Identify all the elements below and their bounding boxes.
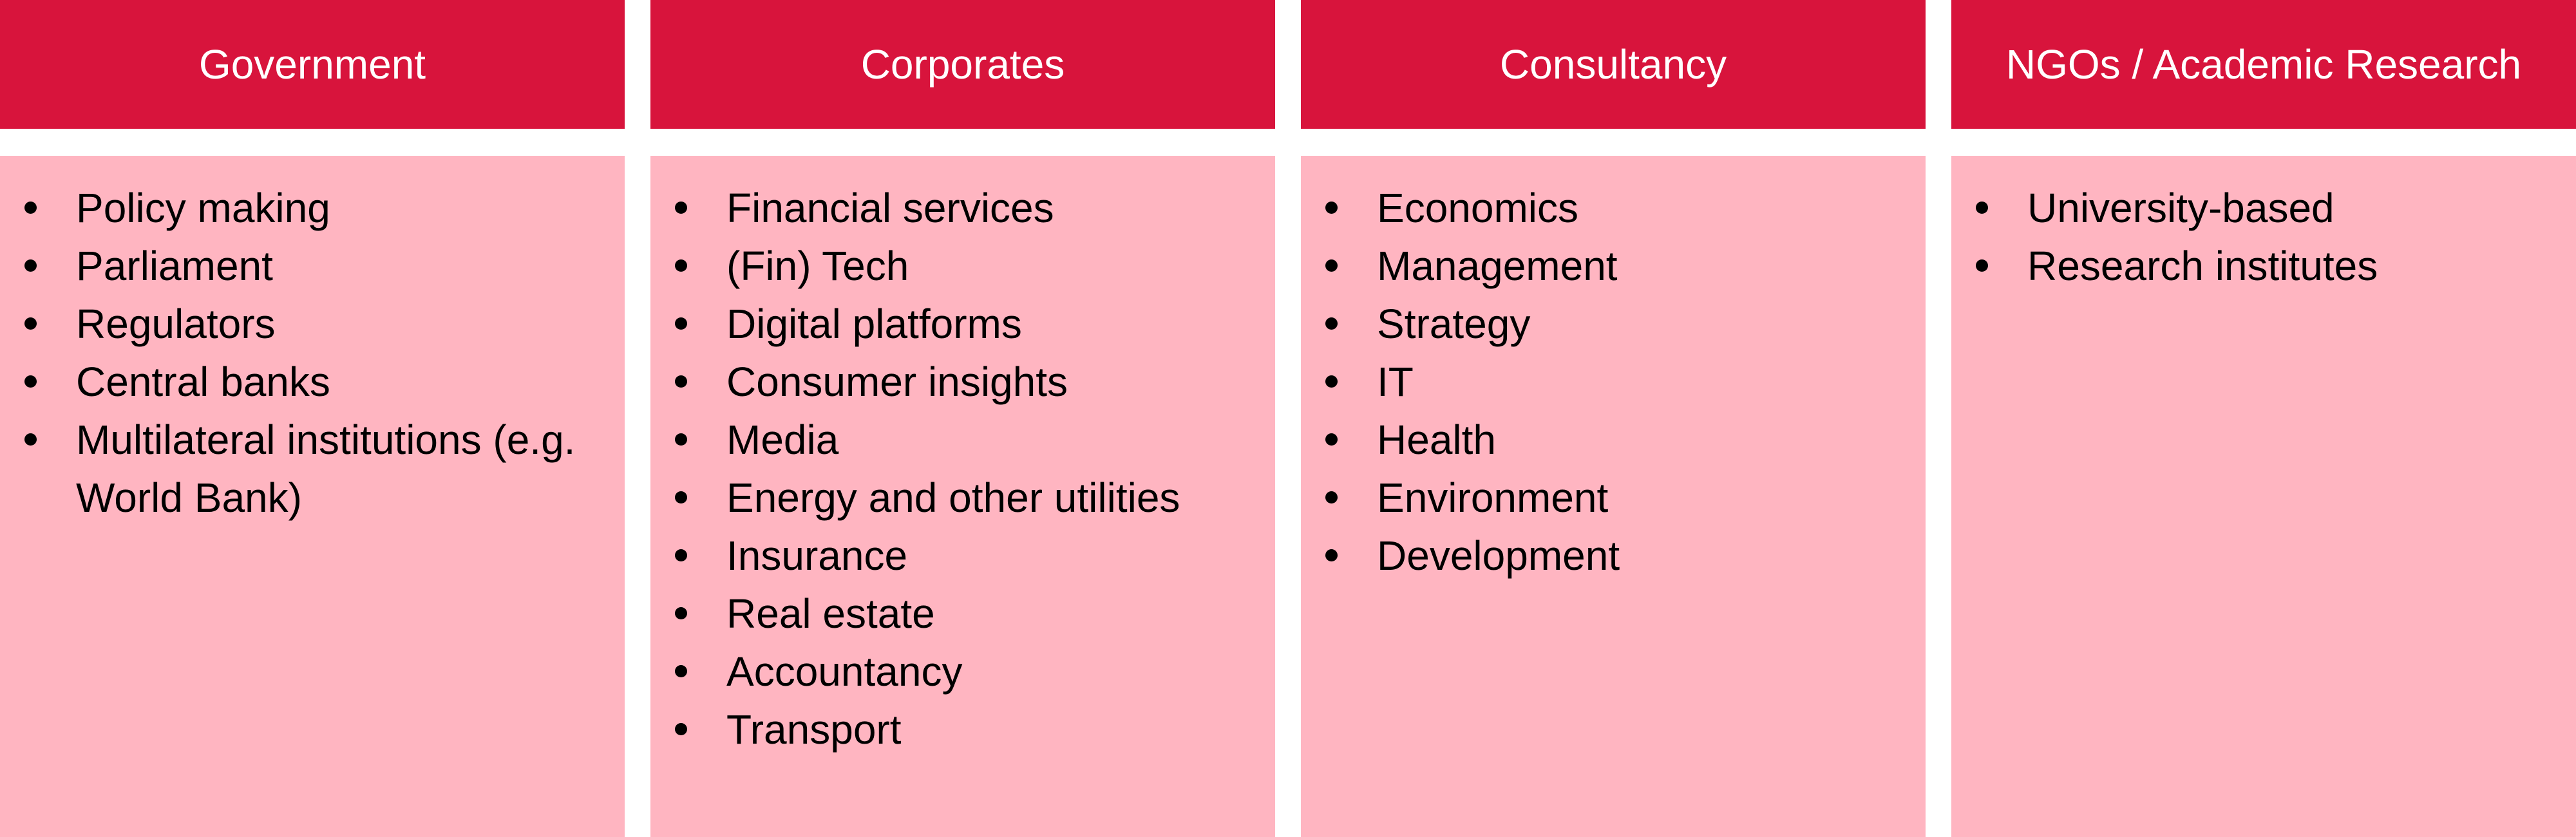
item-label: Strategy [1377,301,1531,347]
bullet-icon [675,259,687,272]
column-header-consultancy: Consultancy [1301,0,1926,129]
bullet-icon [675,491,687,503]
list-item: Management [1301,237,1906,295]
column-government: Government Policy making Parliament Regulat… [0,0,625,837]
item-label: Parliament [76,243,273,289]
bullet-icon [675,607,687,619]
item-label: Health [1377,417,1496,463]
bullet-icon [675,375,687,388]
column-title: Government [198,41,426,88]
item-label: Multilateral institutions (e.g. World Ba… [76,417,576,521]
item-label: Environment [1377,475,1609,521]
item-list: Financial services (Fin) Tech Digital plat… [650,179,1256,758]
column-panel-consultancy: Economics Management Strategy IT Health Envir… [1301,156,1926,837]
bullet-icon [24,202,37,214]
list-item: Development [1301,527,1906,585]
list-item: Financial services [650,179,1256,237]
item-label: Media [726,417,839,463]
item-label: Consumer insights [726,359,1068,405]
column-ngos-academic-research: NGOs / Academic Research University-based… [1951,0,2576,837]
item-list: Economics Management Strategy IT Health Envir… [1301,179,1906,585]
list-item: Energy and other utilities [650,469,1256,527]
bullet-icon [1325,375,1338,388]
list-item: Research institutes [1951,237,2557,295]
list-item: Media [650,411,1256,469]
column-corporates: Corporates Financial services (Fin) Tech Di… [650,0,1275,837]
column-title: Consultancy [1499,41,1727,88]
item-label: Research institutes [2027,243,2378,289]
bullet-icon [1325,317,1338,330]
item-list: Policy making Parliament Regulators Central… [0,179,605,527]
item-label: Energy and other utilities [726,475,1180,521]
list-item: Accountancy [650,643,1256,701]
item-label: Insurance [726,532,908,579]
bullet-icon [1325,549,1338,561]
list-item: Consumer insights [650,353,1256,411]
column-header-ngos-academic-research: NGOs / Academic Research [1951,0,2576,129]
bullet-icon [1976,202,1988,214]
bullet-icon [675,723,687,735]
bullet-icon [675,665,687,677]
list-item: Parliament [0,237,605,295]
list-item: Transport [650,701,1256,758]
item-label: Financial services [726,185,1054,231]
item-label: University-based [2027,185,2334,231]
column-consultancy: Consultancy Economics Management Strategy IT… [1301,0,1926,837]
column-title: NGOs / Academic Research [2005,41,2522,88]
bullet-icon [1325,491,1338,503]
item-label: Regulators [76,301,276,347]
item-label: Transport [726,706,902,753]
item-label: Real estate [726,590,935,637]
column-panel-corporates: Financial services (Fin) Tech Digital plat… [650,156,1275,837]
column-header-corporates: Corporates [650,0,1275,129]
item-label: Accountancy [726,648,963,695]
bullet-icon [24,259,37,272]
list-item: Digital platforms [650,295,1256,353]
list-item: Policy making [0,179,605,237]
list-item: Central banks [0,353,605,411]
bullet-icon [24,433,37,446]
list-item: Strategy [1301,295,1906,353]
list-item: Insurance [650,527,1256,585]
item-label: Management [1377,243,1618,289]
list-item: IT [1301,353,1906,411]
bullet-icon [675,549,687,561]
bullet-icon [1325,433,1338,446]
item-label: Central banks [76,359,330,405]
list-item: Health [1301,411,1906,469]
bullet-icon [24,375,37,388]
item-label: Economics [1377,185,1578,231]
item-label: Policy making [76,185,330,231]
list-item: Environment [1301,469,1906,527]
bullet-icon [675,433,687,446]
item-label: Development [1377,532,1620,579]
column-panel-government: Policy making Parliament Regulators Central… [0,156,625,837]
bullet-icon [1325,202,1338,214]
item-label: IT [1377,359,1414,405]
bullet-icon [24,317,37,330]
list-item: Regulators [0,295,605,353]
item-label: (Fin) Tech [726,243,909,289]
column-panel-ngos-academic-research: University-based Research institutes [1951,156,2576,837]
bullet-icon [1976,259,1988,272]
bullet-icon [675,202,687,214]
column-header-government: Government [0,0,625,129]
list-item: University-based [1951,179,2557,237]
bullet-icon [1325,259,1338,272]
list-item: (Fin) Tech [650,237,1256,295]
item-list: University-based Research institutes [1951,179,2557,295]
item-label: Digital platforms [726,301,1022,347]
bullet-icon [675,317,687,330]
list-item: Real estate [650,585,1256,643]
list-item: Economics [1301,179,1906,237]
column-title: Corporates [860,41,1065,88]
list-item: Multilateral institutions (e.g. World Ba… [0,411,605,527]
